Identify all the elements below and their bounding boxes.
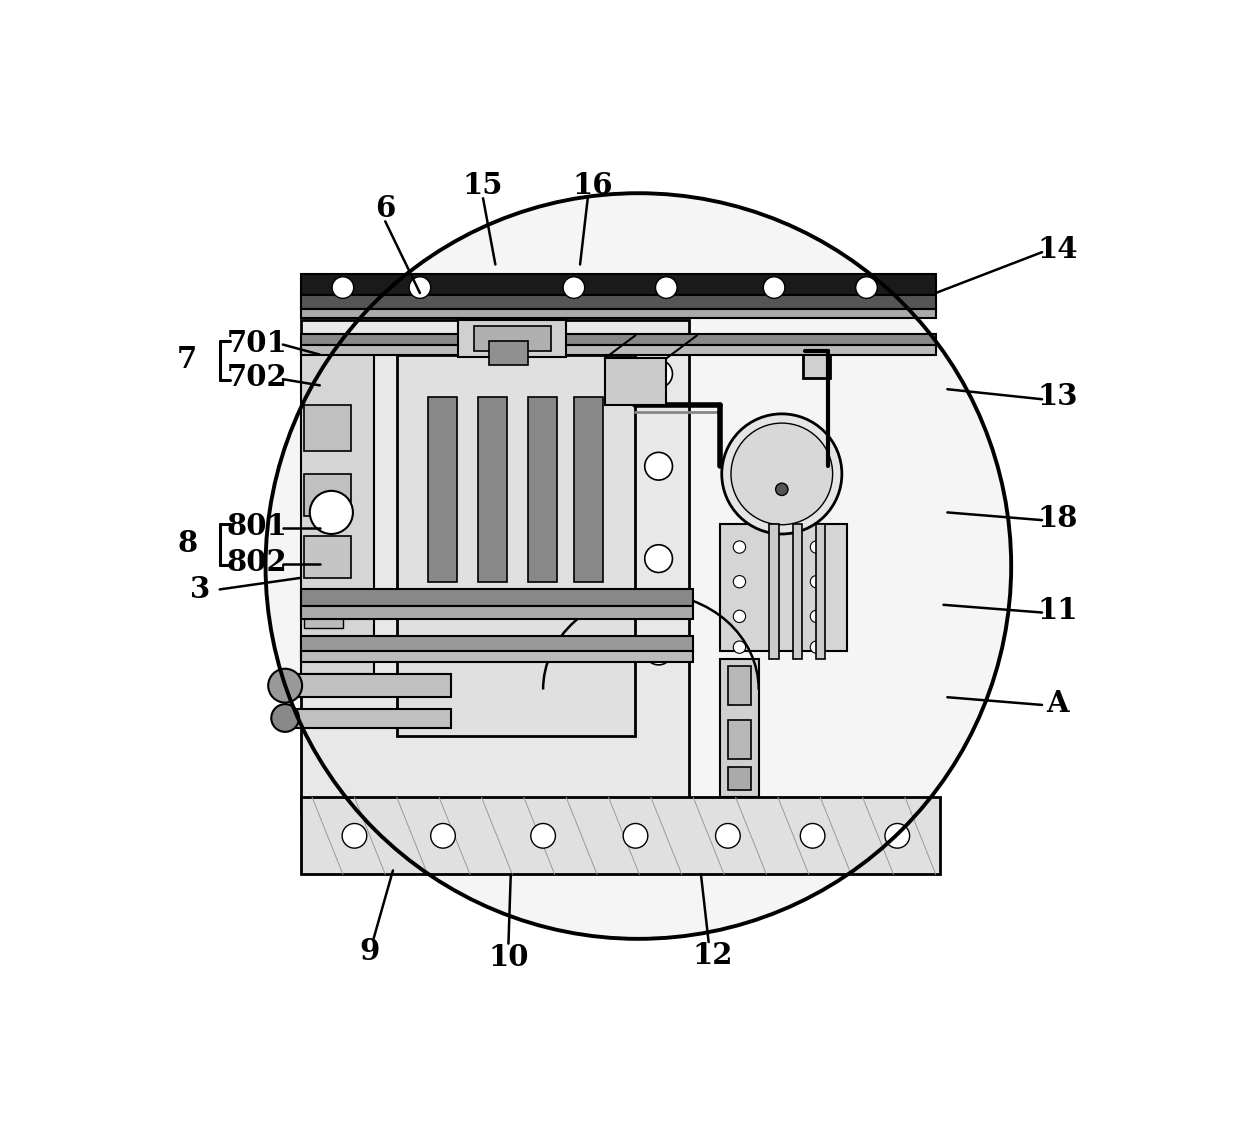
Circle shape [810,610,822,623]
Circle shape [265,194,1011,939]
Circle shape [272,704,299,732]
Text: 11: 11 [1037,597,1078,625]
Circle shape [645,453,672,480]
Text: 10: 10 [489,942,528,972]
Bar [300,589,693,607]
Text: 702: 702 [226,364,286,392]
Circle shape [732,423,832,525]
Bar [728,767,751,789]
Bar [300,607,693,618]
Text: 18: 18 [1037,504,1078,533]
Circle shape [810,641,822,653]
Text: 12: 12 [692,940,733,969]
Circle shape [430,823,455,848]
Bar [428,397,456,582]
Circle shape [317,637,345,664]
Bar [300,333,936,346]
Text: 802: 802 [226,548,286,577]
Bar [728,667,751,705]
Circle shape [624,823,647,848]
Bar [816,524,825,659]
Bar [804,339,830,377]
Bar [300,350,373,674]
Circle shape [645,360,672,387]
Bar [300,651,693,662]
Text: 15: 15 [463,171,503,199]
Circle shape [810,540,822,553]
Circle shape [332,277,353,298]
Circle shape [656,277,677,298]
Bar [300,320,689,813]
Circle shape [733,641,745,653]
Circle shape [764,277,785,298]
Circle shape [409,277,430,298]
Text: 7: 7 [177,346,197,375]
Text: 3: 3 [190,575,211,604]
Bar [300,797,940,874]
Text: 701: 701 [226,329,286,358]
Text: 14: 14 [1037,234,1078,263]
Bar [605,358,666,404]
Bar [300,346,936,355]
Circle shape [733,575,745,588]
Circle shape [885,823,910,848]
Text: 13: 13 [1037,383,1078,411]
Circle shape [856,277,877,298]
Bar [300,274,936,295]
Circle shape [722,414,842,534]
Bar [474,327,551,350]
Bar [281,708,450,729]
Circle shape [563,277,585,298]
Circle shape [317,545,345,572]
Text: 8: 8 [177,529,197,558]
Bar [528,397,557,582]
Bar [300,310,936,319]
Circle shape [715,823,740,848]
Bar [397,355,635,735]
Bar [477,397,507,582]
Bar [300,295,936,310]
Circle shape [776,483,787,495]
Circle shape [800,823,825,848]
Bar [304,597,343,628]
Bar [490,341,528,365]
Circle shape [810,575,822,588]
Text: 801: 801 [226,512,286,540]
Text: 6: 6 [374,194,396,223]
Bar [304,474,351,516]
Text: A: A [1047,689,1069,718]
Circle shape [268,669,303,703]
Text: 9: 9 [360,937,379,966]
Text: 16: 16 [573,171,614,199]
Bar [304,536,351,578]
Circle shape [342,823,367,848]
Bar [728,721,751,759]
Circle shape [317,453,345,480]
Bar [720,659,759,797]
Bar [720,524,847,651]
Circle shape [531,823,556,848]
Circle shape [317,360,345,387]
Bar [574,397,603,582]
Bar [281,674,450,697]
Bar [304,404,351,450]
Circle shape [310,491,353,534]
Circle shape [733,540,745,553]
Bar [300,635,693,651]
Circle shape [645,637,672,664]
Bar [459,320,567,357]
Circle shape [733,610,745,623]
Circle shape [645,545,672,572]
Bar [770,524,779,659]
Bar [792,524,802,659]
